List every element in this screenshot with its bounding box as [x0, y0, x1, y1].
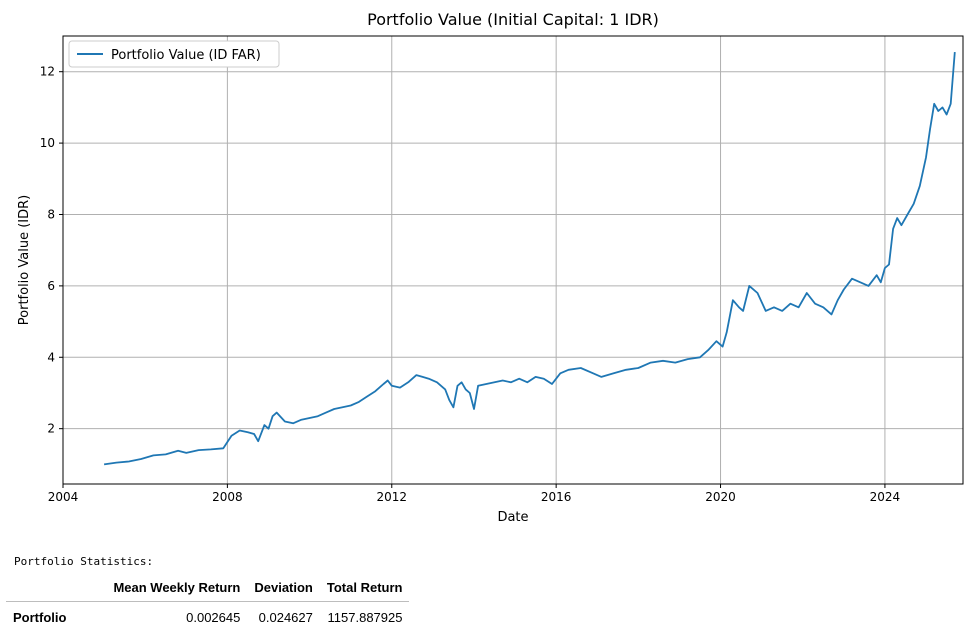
x-tick-label: 2008	[212, 490, 243, 504]
y-tick-label: 8	[47, 207, 55, 221]
stats-header-row: Mean Weekly Return Deviation Total Retur…	[6, 576, 410, 602]
x-axis-label: Date	[497, 510, 528, 525]
legend-box	[68, 40, 280, 68]
stats-row-portfolio: Portfolio 0.002645 0.024627 1157.887925	[6, 602, 409, 630]
chart-title: Portfolio Value (Initial Capital: 1 IDR)	[367, 10, 659, 29]
axes-frame	[62, 35, 964, 485]
stats-table: Mean Weekly Return Deviation Total Retur…	[6, 576, 410, 630]
x-tick-label: 2020	[705, 490, 736, 504]
axis-ticks: 2004 2008 2012 2016 2020 2024 2 4 6 8 10 12	[40, 65, 900, 504]
grid-lines	[62, 36, 963, 484]
y-tick-label: 6	[47, 279, 55, 293]
stats-heading: Portfolio Statistics:	[14, 555, 154, 568]
portfolio-value-line	[103, 52, 956, 466]
x-tick-label: 2024	[870, 490, 901, 504]
stats-row-label: Portfolio	[13, 610, 67, 625]
y-tick-label: 12	[40, 65, 55, 79]
y-tick-label: 10	[40, 136, 55, 150]
stats-col-deviation: Deviation	[247, 576, 320, 602]
stats-value-total-return: 1157.887925	[327, 610, 403, 625]
y-axis-label: Portfolio Value (IDR)	[17, 195, 32, 325]
y-tick-label: 2	[47, 422, 55, 436]
x-tick-label: 2004	[48, 490, 79, 504]
x-tick-label: 2016	[541, 490, 572, 504]
portfolio-chart: 2004 2008 2012 2016 2020 2024 2 4 6 8 10 12 Portfol…	[17, 10, 964, 525]
x-tick-label: 2012	[376, 490, 407, 504]
stats-value-mean-weekly-return: 0.002645	[186, 610, 241, 625]
series-lines	[103, 52, 956, 466]
legend-label: Portfolio Value (ID FAR)	[111, 48, 261, 63]
stats-col-mean-weekly-return: Mean Weekly Return	[106, 576, 248, 602]
legend: Portfolio Value (ID FAR)	[68, 40, 280, 68]
y-tick-label: 4	[47, 350, 55, 364]
stats-value-deviation: 0.024627	[258, 610, 313, 625]
stats-corner-cell	[6, 576, 107, 602]
stats-col-total-return: Total Return	[319, 576, 410, 602]
